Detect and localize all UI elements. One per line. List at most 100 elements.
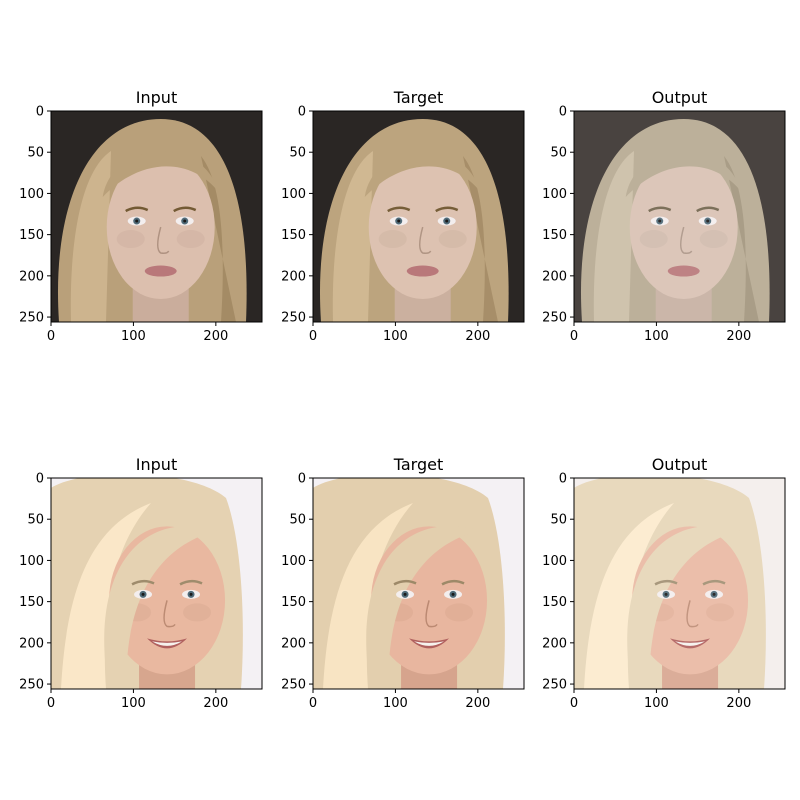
- pupil-left: [141, 592, 145, 596]
- x-tick-label: 100: [121, 329, 146, 344]
- hair-fringe: [364, 151, 481, 198]
- eyebrow-left: [125, 206, 149, 213]
- portrait-image: [51, 111, 262, 322]
- x-tick-label: 200: [726, 329, 751, 344]
- y-tick-label: 0: [298, 105, 306, 120]
- hair-fringe: [366, 526, 480, 661]
- eyebrow-right: [435, 206, 459, 213]
- face: [629, 155, 738, 300]
- x-tick-label: 200: [203, 329, 228, 344]
- y-tick-label: 150: [281, 595, 306, 610]
- teeth: [414, 641, 445, 646]
- mouth: [406, 265, 439, 277]
- eyebrow-left: [131, 579, 155, 586]
- y-tick-label: 200: [542, 269, 567, 284]
- panel-title: Output: [652, 88, 708, 107]
- nose: [686, 600, 699, 628]
- panel-title: Output: [652, 455, 708, 474]
- cheek-right: [445, 603, 474, 622]
- y-tick-label: 50: [550, 513, 567, 528]
- pupil-left: [135, 219, 139, 223]
- portrait-image: [574, 478, 785, 689]
- hair-highlight: [584, 503, 674, 689]
- axes-frame: [312, 477, 525, 690]
- portrait-image: [313, 111, 524, 322]
- y-tick-label: 0: [36, 472, 44, 487]
- eyebrow-right: [702, 579, 726, 586]
- panel-1: Input 0 100 200 0 50 100 150 200 250: [19, 88, 263, 344]
- panel-6: Output 0 100 200 0 50 100 150 200 250: [542, 455, 786, 711]
- x-tick-label: 0: [47, 329, 55, 344]
- y-tick-label: 50: [27, 513, 44, 528]
- pupil-right: [445, 219, 449, 223]
- y-tick-label: 100: [542, 187, 567, 202]
- eyebrow-right: [441, 579, 465, 586]
- y-tick-label: 0: [559, 472, 567, 487]
- nose: [156, 226, 170, 255]
- x-tick-label: 100: [644, 696, 669, 711]
- y-tick-label: 50: [289, 146, 306, 161]
- pupil-right: [706, 219, 710, 223]
- eyebrow-right: [179, 579, 203, 586]
- x-tick-label: 100: [383, 329, 408, 344]
- eyebrow-left: [387, 206, 411, 213]
- panel-5: Target 0 100 200 0 50 100 150 200 250: [281, 455, 525, 711]
- cheek-right: [183, 603, 212, 622]
- y-tick-label: 150: [542, 595, 567, 610]
- eyebrow-right: [173, 206, 197, 213]
- y-tick-label: 250: [19, 311, 44, 326]
- x-tick-label: 0: [47, 696, 55, 711]
- x-tick-label: 100: [383, 696, 408, 711]
- nose: [425, 600, 438, 628]
- cheek-right: [176, 230, 205, 249]
- y-tick-label: 50: [550, 146, 567, 161]
- x-tick-label: 200: [203, 696, 228, 711]
- face: [368, 155, 477, 300]
- teeth: [152, 641, 183, 646]
- x-tick-label: 200: [465, 329, 490, 344]
- eyebrow-left: [648, 206, 672, 213]
- y-tick-label: 250: [542, 311, 567, 326]
- x-tick-label: 0: [309, 329, 317, 344]
- y-tick-label: 50: [27, 146, 44, 161]
- mouth: [667, 265, 700, 277]
- eyebrow-left: [393, 579, 417, 586]
- hair-highlight: [70, 151, 111, 322]
- x-tick-label: 200: [726, 696, 751, 711]
- axes-frame: [312, 110, 525, 323]
- x-tick-label: 0: [570, 329, 578, 344]
- nose: [163, 600, 176, 628]
- y-tick-label: 50: [289, 513, 306, 528]
- pupil-left: [403, 592, 407, 596]
- y-tick-label: 100: [19, 554, 44, 569]
- hair-fringe: [627, 526, 741, 661]
- axes-frame: [50, 477, 263, 690]
- hair-highlight: [323, 503, 413, 689]
- y-tick-label: 150: [542, 228, 567, 243]
- hair-highlight: [332, 151, 373, 322]
- y-tick-label: 200: [281, 269, 306, 284]
- panel-4: Input 0 100 200 0 50 100 150 200 250: [19, 455, 263, 711]
- portrait-image: [51, 478, 262, 689]
- y-tick-label: 0: [559, 105, 567, 120]
- cheek-right: [438, 230, 467, 249]
- x-tick-label: 100: [644, 329, 669, 344]
- x-tick-label: 0: [570, 696, 578, 711]
- output-soft-overlay: [574, 478, 785, 689]
- y-tick-label: 0: [36, 105, 44, 120]
- cheek-right: [706, 603, 735, 622]
- hair-fringe: [104, 526, 218, 661]
- portrait-image: [574, 111, 785, 322]
- pupil-left: [658, 219, 662, 223]
- eyebrow-right: [696, 206, 720, 213]
- panel-title: Target: [393, 88, 444, 107]
- panel-title: Target: [393, 455, 444, 474]
- pupil-left: [664, 592, 668, 596]
- cheek-left: [116, 230, 145, 249]
- x-tick-label: 0: [309, 696, 317, 711]
- y-tick-label: 200: [19, 269, 44, 284]
- hair-highlight: [593, 151, 634, 322]
- nose: [418, 226, 432, 255]
- y-tick-label: 100: [281, 554, 306, 569]
